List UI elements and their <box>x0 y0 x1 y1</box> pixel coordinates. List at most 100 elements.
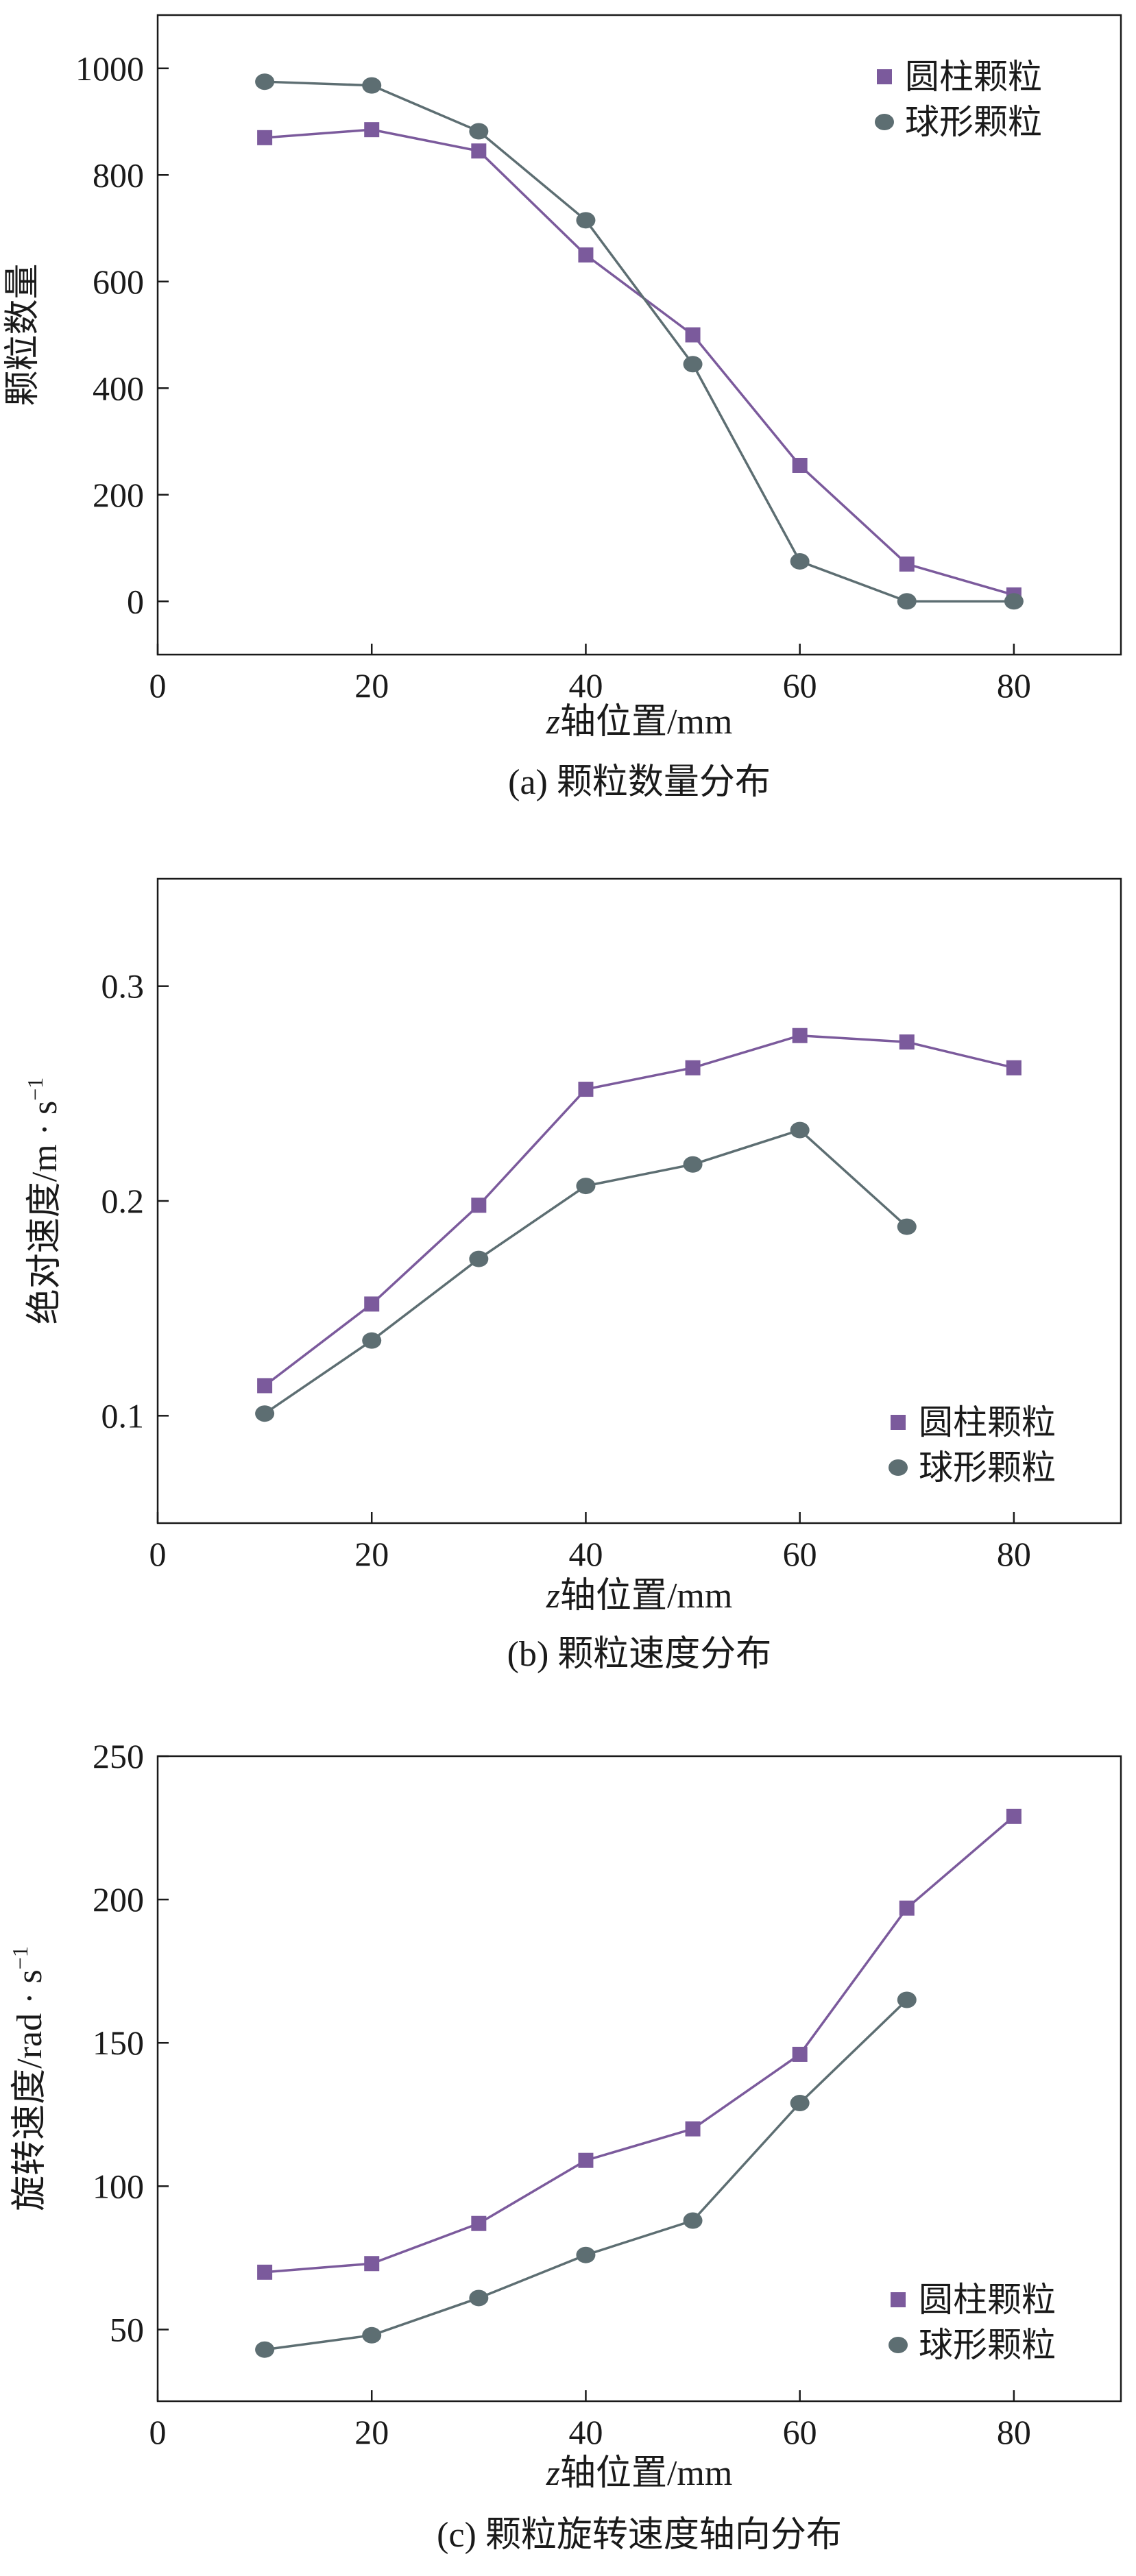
plot-frame <box>156 14 1122 656</box>
data-point <box>899 1034 915 1050</box>
y-tick-label: 200 <box>93 1880 144 1919</box>
data-point <box>683 2212 703 2229</box>
series-line <box>264 1999 908 2351</box>
y-tick-label: 0.3 <box>101 967 145 1006</box>
y-tick-label: 0.2 <box>101 1182 145 1220</box>
plot-frame <box>156 1755 1122 2403</box>
data-point <box>899 556 915 572</box>
y-tick-label: 400 <box>93 369 144 407</box>
x-tick-label: 20 <box>354 2413 389 2451</box>
legend-label: 球形颗粒 <box>919 1448 1056 1487</box>
x-tick-label: 20 <box>354 666 389 705</box>
legend-marker <box>875 114 894 130</box>
data-point <box>469 2289 489 2307</box>
x-tick-label: 0 <box>149 2413 167 2451</box>
data-point <box>685 1060 701 1076</box>
data-point <box>469 1250 489 1267</box>
x-axis-label: z轴位置/mm <box>546 1577 733 1616</box>
y-axis-label: 颗粒数量 <box>3 263 43 406</box>
series-line <box>265 80 1014 603</box>
x-tick-label: 40 <box>568 666 603 705</box>
data-point <box>576 212 596 229</box>
data-point <box>364 1296 380 1312</box>
series-line <box>264 1815 1015 2274</box>
data-point <box>576 2246 596 2263</box>
x-axis-label: z轴位置/mm <box>546 703 733 742</box>
legend-label: 圆柱颗粒 <box>919 1403 1056 1442</box>
x-axis-label-var: z <box>546 1577 560 1616</box>
y-tick-label: 600 <box>93 263 144 301</box>
y-axis-label-superscript: −1 <box>23 1078 47 1101</box>
data-point <box>790 552 810 570</box>
y-axis-label-text: 旋转速度/rad · s <box>10 1969 49 2211</box>
x-tick-label: 60 <box>783 1535 817 1573</box>
x-tick-label: 0 <box>149 666 167 705</box>
data-point <box>683 1156 703 1173</box>
x-tick-label: 80 <box>997 1535 1031 1573</box>
data-point <box>899 1900 915 1916</box>
y-tick-label: 50 <box>110 2310 144 2348</box>
data-point <box>578 247 594 263</box>
y-tick-label: 250 <box>93 1737 144 1775</box>
data-point <box>897 1218 917 1235</box>
data-point <box>1006 1808 1022 1824</box>
y-tick-label: 0.1 <box>101 1396 145 1435</box>
data-point <box>469 123 489 140</box>
x-axis-label-text: 轴位置/mm <box>560 1577 732 1616</box>
legend-marker <box>891 2292 906 2307</box>
y-axis-label-superscript: −1 <box>8 1946 32 1969</box>
y-tick-label: 1000 <box>75 49 144 88</box>
legend-marker <box>891 1415 906 1430</box>
series-line <box>264 1034 1015 1387</box>
data-point <box>578 1082 594 1097</box>
data-point <box>897 1991 917 2008</box>
x-tick-label: 0 <box>149 1535 167 1573</box>
data-point <box>683 356 703 373</box>
y-tick-label: 150 <box>93 2024 144 2062</box>
data-point <box>471 1198 487 1213</box>
data-point <box>255 2341 275 2358</box>
data-point <box>897 593 917 610</box>
series-line <box>264 128 1015 596</box>
series-line <box>264 1128 908 1415</box>
legend-marker <box>889 2337 908 2353</box>
data-point <box>364 122 380 138</box>
data-point <box>255 1405 275 1422</box>
data-point <box>364 2256 380 2272</box>
series-cylinder <box>257 122 1022 603</box>
data-point <box>257 2264 273 2280</box>
data-point <box>471 2215 487 2231</box>
x-tick-label: 60 <box>783 2413 817 2451</box>
panel-caption: (c) 颗粒旋转速度轴向分布 <box>437 2516 842 2555</box>
x-tick-label: 40 <box>568 1535 603 1573</box>
data-point <box>792 1028 808 1043</box>
y-tick-label: 200 <box>93 476 144 514</box>
x-axis-label-var: z <box>546 703 560 742</box>
x-axis-label: z轴位置/mm <box>546 2454 733 2493</box>
data-point <box>792 2046 808 2062</box>
data-point <box>257 130 273 145</box>
data-point <box>1006 1060 1022 1076</box>
legend-label: 球形颗粒 <box>905 103 1042 141</box>
y-axis-label: 绝对速度/m · s−1 <box>23 1078 64 1325</box>
x-tick-label: 40 <box>568 2413 603 2451</box>
data-point <box>255 73 275 90</box>
legend-marker <box>877 69 892 84</box>
panel-caption: (a) 颗粒数量分布 <box>508 763 771 802</box>
legend-label: 圆柱颗粒 <box>905 58 1042 96</box>
y-axis-label-text: 颗粒数量 <box>3 263 43 406</box>
x-tick-label: 80 <box>997 2413 1031 2451</box>
x-tick-label: 80 <box>997 666 1031 705</box>
series-sphere <box>255 73 1024 610</box>
y-tick-label: 800 <box>93 156 144 194</box>
series-sphere <box>255 1991 917 2358</box>
series-cylinder <box>257 1028 1022 1394</box>
data-point <box>471 143 487 159</box>
x-axis-label-var: z <box>546 2454 560 2493</box>
